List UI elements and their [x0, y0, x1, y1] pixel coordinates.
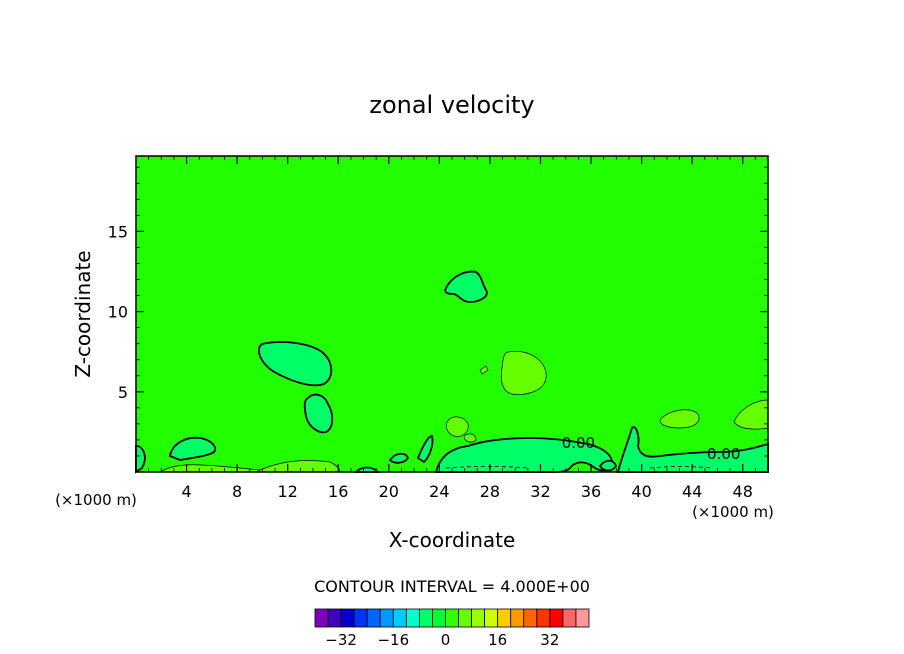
negative-region — [168, 436, 217, 461]
colorbar-swatch — [366, 608, 381, 628]
x-tick-label: 32 — [530, 482, 550, 501]
colorbar-swatch — [405, 608, 420, 628]
negative-region — [303, 393, 334, 434]
chart-title: zonal velocity — [369, 91, 534, 119]
colorbar-swatch — [445, 608, 459, 628]
colorbar-swatch — [523, 608, 538, 628]
negative-region — [598, 459, 617, 472]
contour-label: 0.00 — [707, 445, 740, 463]
x-unit-left: (×1000 m) — [55, 491, 137, 509]
colorbar-swatch — [418, 608, 433, 628]
colorbar-swatch — [510, 608, 525, 628]
dashed-contour — [445, 466, 531, 469]
colorbar-swatch — [536, 608, 551, 628]
colorbar-swatch — [327, 608, 342, 628]
x-tick-label: 44 — [682, 482, 702, 501]
colorbar-swatch — [379, 608, 394, 628]
positive-region — [500, 350, 547, 395]
negative-region-group — [135, 270, 769, 474]
colorbar-swatch — [432, 608, 446, 628]
x-tick-label: 48 — [733, 482, 753, 501]
positive-region — [446, 416, 469, 437]
colorbar-swatch — [562, 608, 577, 628]
colorbar-swatch — [392, 608, 407, 628]
dashed-contours — [445, 466, 713, 469]
y-tick-label: 5 — [118, 383, 128, 402]
y-tick-label: 15 — [108, 222, 128, 241]
negative-region — [416, 435, 434, 464]
x-unit-right: (×1000 m) — [692, 503, 774, 521]
colorbar-tick-label: 32 — [540, 631, 559, 649]
negative-region — [135, 445, 146, 474]
contour-label-group: 0.00 0.00 — [562, 434, 741, 463]
colorbar-swatch — [575, 608, 590, 628]
positive-region — [659, 409, 700, 429]
x-tick-label: 36 — [581, 482, 601, 501]
colorbar-swatch — [484, 608, 499, 628]
dashed-contour — [649, 466, 713, 469]
plot-area: 0.00 0.00 — [135, 155, 769, 474]
positive-region-group — [158, 350, 769, 473]
contour-label: 0.00 — [562, 434, 595, 452]
colorbar-swatch — [353, 608, 368, 628]
negative-region — [434, 437, 614, 473]
negative-region — [616, 426, 769, 473]
positive-region — [255, 460, 341, 473]
x-tick-label: 40 — [631, 482, 651, 501]
x-tick-label: 8 — [232, 482, 242, 501]
contour-interval-label: CONTOUR INTERVAL = 4.000E+00 — [314, 577, 590, 596]
negative-region — [388, 452, 409, 464]
colorbar-swatch — [497, 608, 512, 628]
x-axis-label: X-coordinate — [389, 528, 516, 552]
positive-region — [463, 433, 477, 443]
colorbar-tick-label: 0 — [441, 631, 451, 649]
y-tick-label: 10 — [108, 303, 128, 322]
colorbar-swatch — [458, 608, 472, 628]
x-tick-label: 16 — [328, 482, 348, 501]
colorbar-tick-label: 16 — [488, 631, 507, 649]
colorbar-tick-label: −32 — [325, 631, 357, 649]
colorbar-swatch — [471, 608, 486, 628]
x-tick-label: 24 — [429, 482, 449, 501]
colorbar-tick-label: −16 — [377, 631, 409, 649]
x-tick-label: 4 — [181, 482, 191, 501]
y-axis-label: Z-coordinate — [71, 250, 95, 377]
x-tick-label: 28 — [480, 482, 500, 501]
colorbar: −32 −16 0 16 32 — [314, 608, 590, 649]
negative-region — [257, 341, 333, 387]
x-tick-label: 20 — [379, 482, 399, 501]
x-tick-label: 12 — [278, 482, 298, 501]
colorbar-swatch — [549, 608, 564, 628]
positive-region — [479, 365, 489, 375]
colorbar-swatch — [314, 608, 329, 628]
colorbar-swatch — [340, 608, 355, 628]
negative-region — [444, 270, 488, 303]
